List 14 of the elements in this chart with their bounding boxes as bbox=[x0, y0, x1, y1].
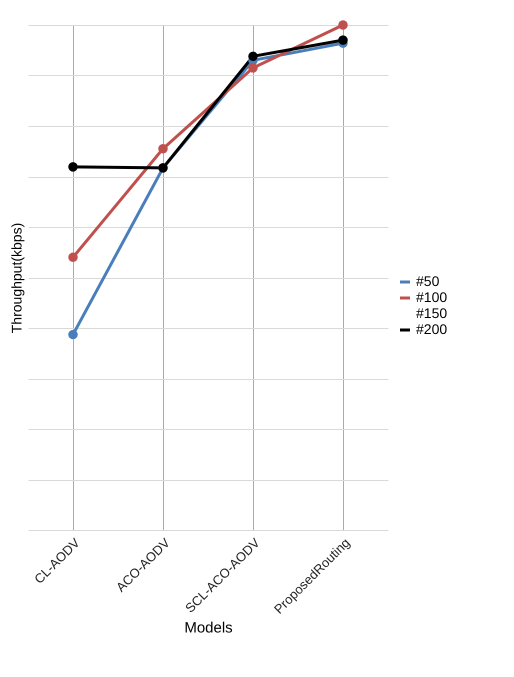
x-axis-title: Models bbox=[184, 620, 233, 637]
legend-label: #200 bbox=[416, 321, 448, 337]
point bbox=[68, 162, 78, 172]
point bbox=[338, 20, 348, 30]
legend-label: #100 bbox=[416, 289, 448, 305]
point bbox=[68, 330, 78, 340]
legend-label: #50 bbox=[416, 273, 440, 289]
point bbox=[248, 63, 258, 73]
point bbox=[338, 35, 348, 45]
y-axis-title: Throughput(kbps) bbox=[8, 222, 24, 334]
point bbox=[68, 252, 78, 262]
text: #150 bbox=[416, 305, 448, 321]
point bbox=[158, 144, 168, 154]
point bbox=[248, 52, 258, 62]
